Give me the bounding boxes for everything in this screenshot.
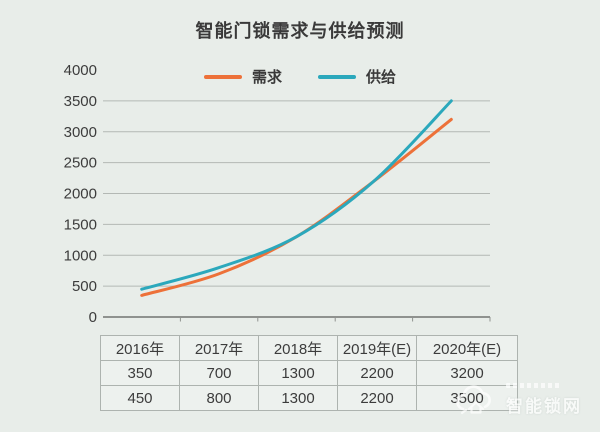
- legend-item-demand: 需求: [203, 66, 282, 87]
- y-axis-label: 4000: [64, 62, 97, 79]
- y-axis-label: 2000: [64, 186, 97, 203]
- watermark-label: 智能锁网: [506, 397, 582, 416]
- legend-label-demand: 需求: [251, 69, 282, 86]
- y-axis-label: 3000: [64, 124, 97, 141]
- y-axis-label: 3500: [64, 93, 97, 110]
- chart-title: 智能门锁需求与供给预测: [195, 21, 405, 41]
- table-header-row: 2016年 2017年 2018年 2019年(E) 2020年(E): [100, 335, 518, 361]
- table-header-cell: 2017年: [179, 335, 259, 361]
- legend-label-supply: 供给: [366, 69, 397, 86]
- y-axis-label: 2500: [64, 155, 97, 172]
- demand-line-swatch: [203, 74, 242, 79]
- legend: 需求 供给: [0, 66, 600, 87]
- y-axis-label: 0: [89, 309, 97, 326]
- table-cell: 2200: [337, 360, 417, 386]
- table-cell: 1300: [258, 360, 338, 386]
- demand-line: [140, 117, 453, 297]
- y-axis-label: 1500: [64, 216, 97, 233]
- table-header-cell: 2018年: [258, 335, 338, 361]
- table-cell: 1300: [258, 385, 338, 411]
- table-cell: 3200: [416, 360, 518, 386]
- y-axis-label: 1000: [64, 247, 97, 264]
- table-cell: 700: [179, 360, 259, 386]
- supply-line: [140, 99, 453, 291]
- table-row-demand: 350 700 1300 2200 3200: [100, 360, 518, 386]
- watermark-subtext: [506, 383, 560, 388]
- table-cell: 800: [179, 385, 259, 411]
- table-header-cell: 2019年(E): [337, 335, 417, 361]
- supply-line-swatch: [318, 74, 356, 79]
- legend-item-supply: 供给: [318, 66, 396, 87]
- table-cell: 350: [100, 360, 180, 386]
- watermark: 智能锁网: [454, 382, 582, 418]
- table-cell: 450: [100, 385, 180, 411]
- watermark-text-block: 智能锁网: [506, 383, 582, 417]
- table-cell: 2200: [337, 385, 417, 411]
- cloud-home-icon: [456, 385, 491, 415]
- table-header-cell: 2020年(E): [416, 335, 518, 361]
- table-header-cell: 2016年: [100, 335, 180, 361]
- line-chart: 0 500 1000 1500 2000 2500 3000 3500 4000: [64, 62, 491, 326]
- y-axis-label: 500: [72, 278, 97, 295]
